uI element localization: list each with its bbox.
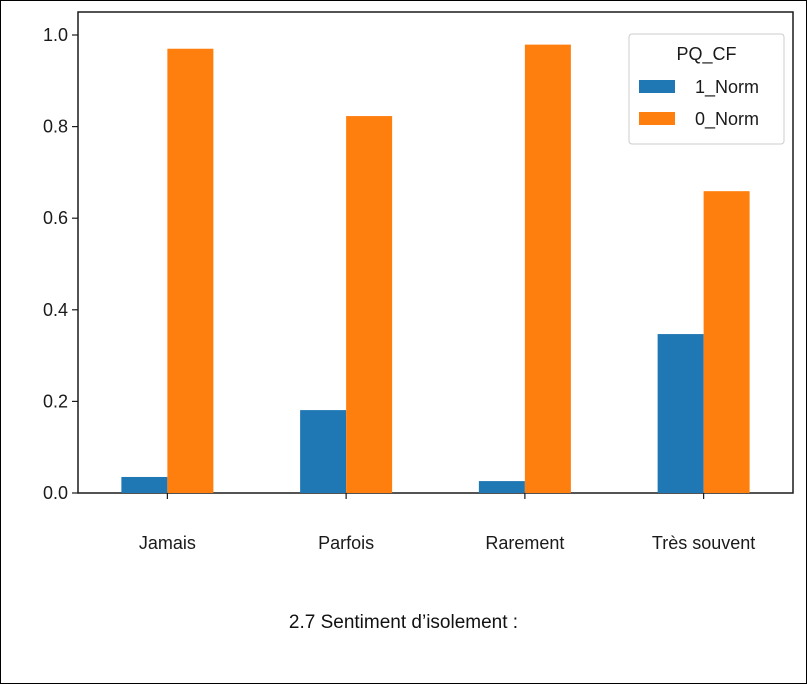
bar-0-norm [346,116,393,493]
bar-0-norm [167,48,214,494]
chart-caption: 2.7 Sentiment d’isolement : [288,612,519,633]
y-tick-label: 0.8 [43,117,68,137]
legend-label: 0_Norm [695,109,759,130]
bar-0-norm [703,191,750,494]
y-tick-label: 0.2 [43,391,68,411]
x-tick-label: Très souvent [652,533,755,553]
y-tick-label: 0.6 [43,208,68,228]
legend-swatch-0-norm [639,112,675,125]
y-tick-label: 1.0 [43,25,68,45]
y-tick-label: 0.4 [43,300,68,320]
legend-swatch-1-norm [639,80,675,93]
bar-0-norm [524,44,571,493]
x-tick-label: Jamais [139,533,196,553]
bar-1-norm [478,481,525,493]
x-tick-label: Rarement [485,533,564,553]
bar-1-norm [657,334,704,493]
plot-area-border [77,11,794,494]
legend-label: 1_Norm [695,77,759,98]
bar-1-norm [300,410,347,493]
bar-1-norm [121,476,168,493]
x-tick-label: Parfois [318,533,374,553]
legend-title: PQ_CF [676,44,736,65]
y-tick-label: 0.0 [43,483,68,503]
